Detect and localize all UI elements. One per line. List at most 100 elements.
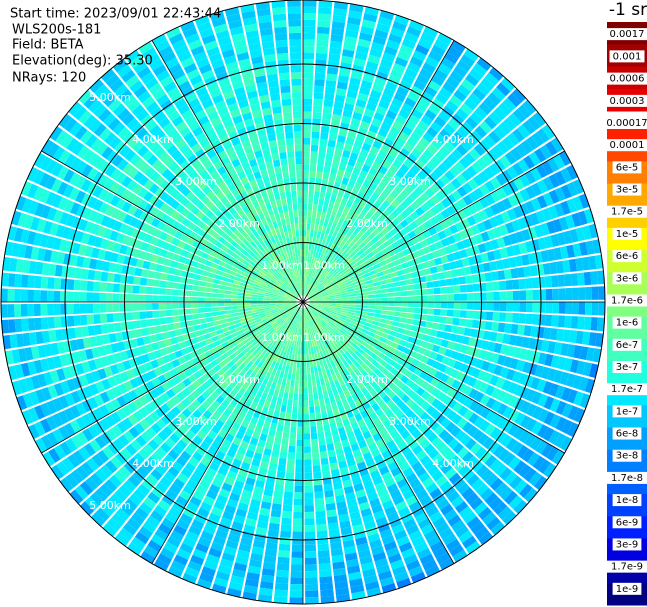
radar-cell [125, 349, 135, 359]
radar-cell [125, 74, 140, 88]
radar-cell [298, 262, 301, 270]
radar-cell [422, 559, 438, 571]
radar-cell [211, 440, 221, 450]
radar-cell [110, 456, 123, 469]
radar-cell [491, 413, 502, 426]
radar-cell [314, 251, 319, 259]
radar-cell [289, 52, 302, 60]
radar-cell [92, 303, 100, 313]
radar-cell [304, 518, 315, 526]
radar-cell [401, 302, 408, 307]
radar-cell [67, 279, 75, 290]
radar-cell [415, 407, 425, 418]
radar-cell [211, 302, 218, 307]
radar-cell [272, 207, 279, 215]
radar-cell [317, 284, 324, 290]
radar-cell [209, 237, 218, 245]
radar-cell [115, 172, 127, 184]
radar-cell [171, 39, 187, 51]
radar-cell [360, 225, 369, 234]
radar-cell [386, 547, 400, 558]
radar-cell [297, 413, 303, 421]
radar-cell [340, 327, 347, 333]
radar-cell [274, 265, 280, 272]
radar-cell [269, 173, 277, 182]
radar-cell [219, 488, 231, 499]
radar-cell [270, 381, 277, 390]
radar-cell [292, 293, 299, 298]
radar-cell [332, 435, 341, 444]
radar-cell [430, 155, 442, 167]
radar-cell [294, 137, 302, 145]
radar-cell [303, 393, 309, 401]
radar-cell [315, 59, 327, 67]
radar-cell [144, 415, 155, 426]
radar-cell [485, 397, 496, 409]
radar-cell [319, 582, 334, 591]
radar-cell [296, 433, 303, 440]
radar-cell [100, 356, 110, 367]
radar-cell [245, 428, 254, 437]
radar-cell [343, 264, 351, 271]
radar-cell [129, 153, 141, 166]
radar-cell [318, 286, 325, 292]
radar-cell [366, 355, 375, 363]
radar-cell [297, 334, 300, 342]
radar-cell [216, 494, 228, 505]
radar-cell [305, 289, 309, 296]
radar-cell [305, 597, 319, 604]
radar-cell [485, 384, 495, 396]
radar-cell [164, 195, 175, 206]
radar-cell [289, 332, 293, 340]
radar-cell [26, 230, 37, 245]
radar-cell [425, 342, 435, 351]
radar-cell [340, 212, 348, 220]
radar-cell [355, 238, 363, 246]
radar-cell [298, 275, 301, 283]
radar-cell [371, 259, 379, 266]
radar-cell [359, 317, 367, 322]
radar-cell [278, 226, 284, 234]
radar-cell [8, 319, 16, 333]
radar-cell [307, 340, 311, 348]
radar-cell [386, 511, 400, 522]
radar-cell [135, 375, 146, 386]
radar-cell [239, 317, 247, 323]
radar-cell [168, 227, 178, 237]
radar-cell [307, 306, 313, 312]
radar-cell [176, 519, 190, 531]
radar-cell [316, 211, 322, 219]
radar-cell [447, 302, 454, 309]
radar-cell [171, 177, 182, 188]
radar-cell [293, 292, 299, 298]
radar-cell [335, 587, 350, 596]
radar-cell [309, 304, 316, 308]
radar-cell [374, 186, 384, 196]
radar-cell [411, 108, 424, 120]
radar-cell [288, 392, 294, 400]
radar-cell [282, 105, 292, 113]
radar-cell [254, 424, 263, 434]
radar-cell [325, 272, 331, 279]
radar-cell [169, 483, 182, 495]
radar-cell [295, 452, 303, 460]
radar-cell [147, 225, 157, 236]
radar-cell [277, 59, 289, 67]
radar-cell [217, 106, 229, 117]
radar-cell [432, 315, 441, 323]
radar-cell [291, 278, 295, 285]
radar-cell [333, 312, 341, 316]
radar-cell [271, 395, 278, 404]
radar-cell [208, 547, 222, 558]
radar-cell [330, 269, 337, 276]
radar-cell [372, 348, 381, 356]
radar-cell [75, 160, 88, 174]
radar-cell [328, 228, 335, 236]
radar-cell [37, 345, 47, 358]
radar-cell [446, 153, 459, 165]
radar-cell [295, 291, 300, 297]
radar-cell [317, 323, 323, 330]
radar-cell [159, 476, 172, 488]
radar-cell [60, 316, 68, 328]
radar-cell [14, 273, 22, 288]
